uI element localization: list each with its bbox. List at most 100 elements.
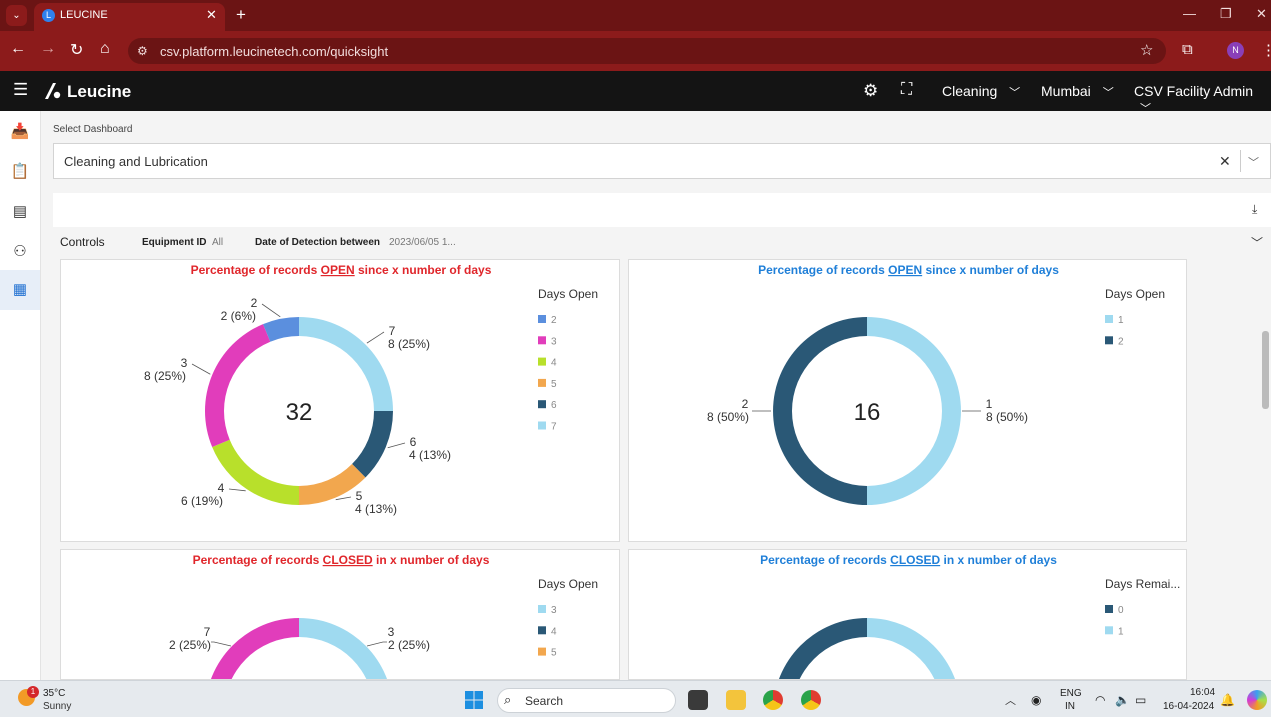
- chart-panel-closed-blue[interactable]: Percentage of records CLOSED in x number…: [628, 549, 1187, 680]
- copilot-icon[interactable]: [1247, 690, 1267, 710]
- donut-slice: [299, 317, 393, 411]
- forward-arrow-icon[interactable]: →: [40, 40, 56, 57]
- dashboard-select[interactable]: [53, 143, 1271, 179]
- facility-label: Cleaning: [942, 83, 998, 99]
- wifi-icon[interactable]: ◠: [1095, 693, 1106, 707]
- date-of-detection-value[interactable]: 2023/06/05 1...: [389, 237, 456, 248]
- equipment-id-label: Equipment ID: [142, 237, 207, 248]
- hamburger-menu-icon[interactable]: ☰: [13, 80, 29, 99]
- donut-chart-3: Percentage of records CLOSED in x number…: [169, 553, 598, 679]
- security-icon[interactable]: ◉: [1031, 693, 1042, 707]
- inbox-icon[interactable]: 📥: [10, 123, 30, 140]
- export-icon[interactable]: ⤓: [1252, 202, 1258, 216]
- chart-title: Percentage of records CLOSED in x number…: [760, 553, 1057, 567]
- notification-bell-icon[interactable]: 🔔: [1220, 693, 1235, 707]
- tab-search-button[interactable]: ⌄: [6, 5, 27, 26]
- slice-label-value: 8 (50%): [707, 410, 749, 424]
- new-tab-icon[interactable]: +: [236, 5, 246, 24]
- home-icon[interactable]: ⌂: [100, 40, 110, 57]
- slice-label-value: 2 (25%): [388, 638, 430, 652]
- bookmark-star-icon[interactable]: ☆: [1140, 42, 1154, 59]
- quicksight-toolbar: [53, 193, 1271, 227]
- slice-label-name: 2: [251, 296, 258, 310]
- slice-label-name: 3: [181, 356, 188, 370]
- language-line-2[interactable]: IN: [1065, 701, 1075, 712]
- donut-chart-4: Percentage of records CLOSED in x number…: [760, 553, 1180, 679]
- legend-item: 2: [551, 315, 557, 326]
- volume-icon[interactable]: 🔈: [1115, 693, 1130, 707]
- legend-swatch: [538, 315, 546, 323]
- chart-title-keyword: OPEN: [888, 263, 922, 277]
- clear-selection-icon[interactable]: ✕: [1219, 153, 1231, 169]
- legend-item: 5: [551, 648, 557, 659]
- file-explorer-icon[interactable]: [726, 690, 746, 710]
- slice-label-name: 1: [986, 397, 993, 411]
- browser-menu-icon[interactable]: ⋮: [1261, 42, 1271, 59]
- legend-item: 1: [1118, 626, 1124, 637]
- legend-item: 4: [551, 358, 557, 369]
- window-close-icon[interactable]: ✕: [1256, 6, 1267, 21]
- site-info-icon[interactable]: ⚙: [137, 44, 148, 58]
- chrome-icon[interactable]: [763, 690, 783, 710]
- vertical-scrollbar[interactable]: [1262, 331, 1269, 409]
- taskbar-search-label: Search: [525, 694, 564, 708]
- slice-label-value: 4 (13%): [355, 502, 397, 516]
- url-text[interactable]: csv.platform.leucinetech.com/quicksight: [160, 44, 389, 59]
- checklist-icon[interactable]: 📋: [10, 163, 30, 180]
- facility-selector[interactable]: Cleaning ﹀: [942, 83, 1020, 100]
- app-header: [0, 71, 1271, 111]
- language-line-1[interactable]: ENG: [1060, 688, 1082, 699]
- process-flow-icon[interactable]: ▤: [12, 203, 28, 220]
- task-view-icon[interactable]: [688, 690, 708, 710]
- tray-overflow-icon[interactable]: ︿: [1005, 695, 1016, 707]
- leader-line: [366, 641, 387, 647]
- location-selector[interactable]: Mumbai ﹀: [1041, 83, 1114, 100]
- weather-condition[interactable]: Sunny: [43, 701, 72, 712]
- maximize-icon[interactable]: ❐: [1220, 6, 1232, 21]
- donut-slice: [263, 317, 299, 342]
- minimize-icon[interactable]: —: [1183, 6, 1196, 21]
- donut-total: 16: [854, 399, 881, 426]
- legend-title: Days Remai...: [1105, 577, 1180, 591]
- legend-title: Days Open: [538, 287, 598, 301]
- extensions-icon[interactable]: ⧉: [1182, 41, 1193, 58]
- taskbar-search[interactable]: [497, 688, 676, 713]
- chrome-profile-icon[interactable]: [801, 690, 821, 710]
- clock-time[interactable]: 16:04: [1190, 687, 1216, 698]
- donut-chart-1: Percentage of records OPEN since x numbe…: [144, 263, 598, 516]
- controls-expand-chevron-icon[interactable]: ﹀: [1251, 236, 1264, 250]
- chart-title-pre: Percentage of records: [760, 553, 890, 567]
- hierarchy-icon[interactable]: ⚇: [13, 243, 27, 260]
- settings-gear-icon[interactable]: ⚙: [863, 81, 879, 100]
- donut-chart-2: Percentage of records OPEN since x numbe…: [707, 263, 1165, 505]
- chart-title-post: since x number of days: [355, 263, 492, 277]
- profile-avatar[interactable]: N: [1227, 42, 1244, 59]
- tab-close-icon[interactable]: ✕: [206, 7, 217, 22]
- clock-date[interactable]: 16-04-2024: [1163, 701, 1215, 712]
- controls-title: Controls: [60, 235, 105, 249]
- chart-panel-closed-red[interactable]: Percentage of records CLOSED in x number…: [60, 549, 620, 680]
- dashboard-icon[interactable]: ▦: [12, 281, 28, 298]
- back-arrow-icon[interactable]: ←: [10, 40, 26, 57]
- chart-title-post: in x number of days: [940, 553, 1057, 567]
- chart-panel-open-red[interactable]: Percentage of records OPEN since x numbe…: [60, 259, 620, 542]
- battery-icon[interactable]: ▭: [1135, 693, 1147, 707]
- donut-slice: [299, 464, 366, 505]
- chart-title-pre: Percentage of records: [191, 263, 321, 277]
- windows-start-icon[interactable]: [464, 690, 484, 710]
- donut-slice: [779, 618, 867, 679]
- chevron-down-icon[interactable]: ﹀: [1248, 157, 1259, 169]
- slice-label-name: 7: [389, 324, 396, 338]
- legend-item: 2: [1118, 336, 1124, 347]
- leader-line: [211, 641, 232, 647]
- address-bar[interactable]: [128, 38, 1166, 64]
- controls-bar[interactable]: [53, 227, 1271, 259]
- browser-tab[interactable]: [34, 3, 225, 31]
- scan-icon[interactable]: ⛶: [901, 81, 913, 98]
- equipment-id-value[interactable]: All: [212, 237, 224, 248]
- chart-panel-open-blue[interactable]: Percentage of records OPEN since x numbe…: [628, 259, 1187, 542]
- user-role-label: CSV Facility Admin: [1134, 83, 1254, 99]
- reload-icon[interactable]: ↻: [70, 42, 84, 59]
- user-role-selector[interactable]: CSV Facility Admin ﹀: [1134, 83, 1271, 116]
- weather-temperature[interactable]: 35°C: [43, 688, 66, 699]
